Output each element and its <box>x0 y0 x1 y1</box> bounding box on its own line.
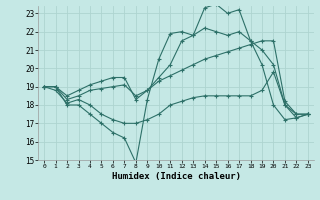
X-axis label: Humidex (Indice chaleur): Humidex (Indice chaleur) <box>111 172 241 181</box>
